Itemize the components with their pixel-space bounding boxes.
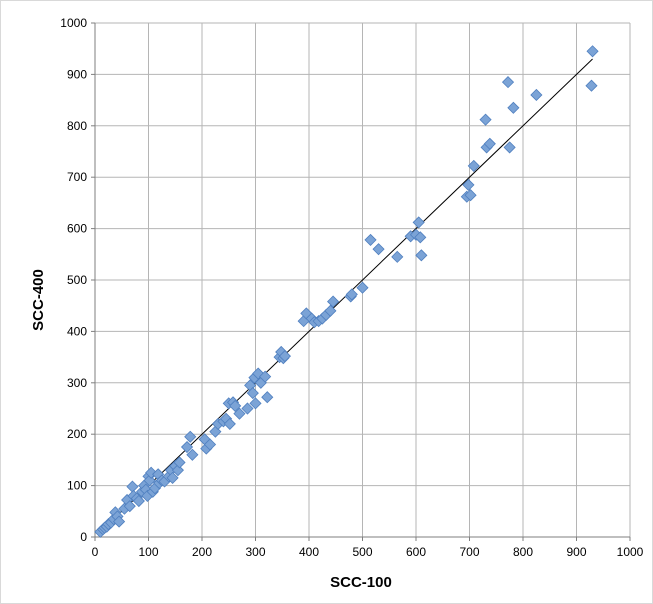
y-tick-label: 0 <box>80 530 87 544</box>
data-point <box>530 88 543 102</box>
data-point <box>223 417 236 430</box>
y-tick-label: 200 <box>67 427 87 441</box>
data-point <box>171 464 184 477</box>
x-tick-label: 800 <box>513 545 533 559</box>
data-point <box>229 399 242 412</box>
data-point <box>126 480 139 493</box>
y-tick-label: 900 <box>67 67 87 81</box>
y-tick-label: 1000 <box>60 16 87 30</box>
data-point <box>391 250 404 263</box>
data-point <box>241 402 254 415</box>
data-point <box>586 45 599 58</box>
x-tick-label: 100 <box>138 545 158 559</box>
data-point <box>246 387 259 400</box>
data-point <box>327 295 340 308</box>
x-tick-label: 300 <box>245 545 265 559</box>
data-point <box>412 216 425 229</box>
data-point <box>173 456 186 469</box>
data-point <box>123 500 136 513</box>
x-tick-label: 700 <box>459 545 479 559</box>
data-point <box>507 101 520 114</box>
data-point <box>372 243 385 256</box>
y-tick-label: 100 <box>67 479 87 493</box>
x-tick-labels: 0 100 200 300 400 500 600 700 800 900 1000 <box>92 545 644 559</box>
data-point <box>166 471 179 484</box>
data-point <box>585 79 598 92</box>
y-tick-labels: 0 100 200 300 400 500 600 700 800 900 1000 <box>60 16 87 544</box>
data-point <box>186 448 199 461</box>
data-point <box>345 288 358 301</box>
data-point <box>503 141 516 154</box>
y-tick-label: 300 <box>67 376 87 390</box>
data-point <box>143 474 156 487</box>
data-point <box>501 76 515 89</box>
data-point <box>356 281 369 294</box>
data-point <box>184 430 197 443</box>
data-point <box>132 494 145 508</box>
data-points <box>94 45 599 538</box>
x-tick-label: 1000 <box>617 545 644 559</box>
y-tick-label: 800 <box>67 119 87 133</box>
x-tick-label: 900 <box>566 545 586 559</box>
data-point <box>249 397 262 410</box>
data-point <box>479 113 492 126</box>
data-point <box>415 249 428 262</box>
y-tick-label: 600 <box>67 222 87 236</box>
data-point <box>364 233 377 246</box>
x-axis-title: SCC-100 <box>330 574 392 591</box>
data-point <box>180 440 194 454</box>
x-tick-label: 600 <box>406 545 426 559</box>
x-tick-label: 400 <box>299 545 319 559</box>
data-point <box>278 350 291 363</box>
x-tick-label: 200 <box>192 545 212 559</box>
data-point <box>467 159 480 172</box>
data-point <box>233 407 246 420</box>
data-point <box>203 438 217 451</box>
data-point <box>261 391 274 404</box>
data-point <box>462 178 475 191</box>
x-tick-label: 0 <box>92 545 99 559</box>
grid-lines <box>95 22 631 537</box>
data-point <box>113 515 126 528</box>
y-tick-label: 500 <box>67 273 87 287</box>
x-tick-label: 500 <box>352 545 372 559</box>
y-tick-label: 700 <box>67 170 87 184</box>
data-point <box>464 189 477 202</box>
data-point <box>324 304 337 317</box>
data-point <box>414 231 427 244</box>
data-point <box>483 137 496 150</box>
axes <box>91 22 631 541</box>
y-axis-title: SCC-400 <box>30 269 47 331</box>
data-point <box>259 370 272 383</box>
y-tick-label: 400 <box>67 324 87 338</box>
